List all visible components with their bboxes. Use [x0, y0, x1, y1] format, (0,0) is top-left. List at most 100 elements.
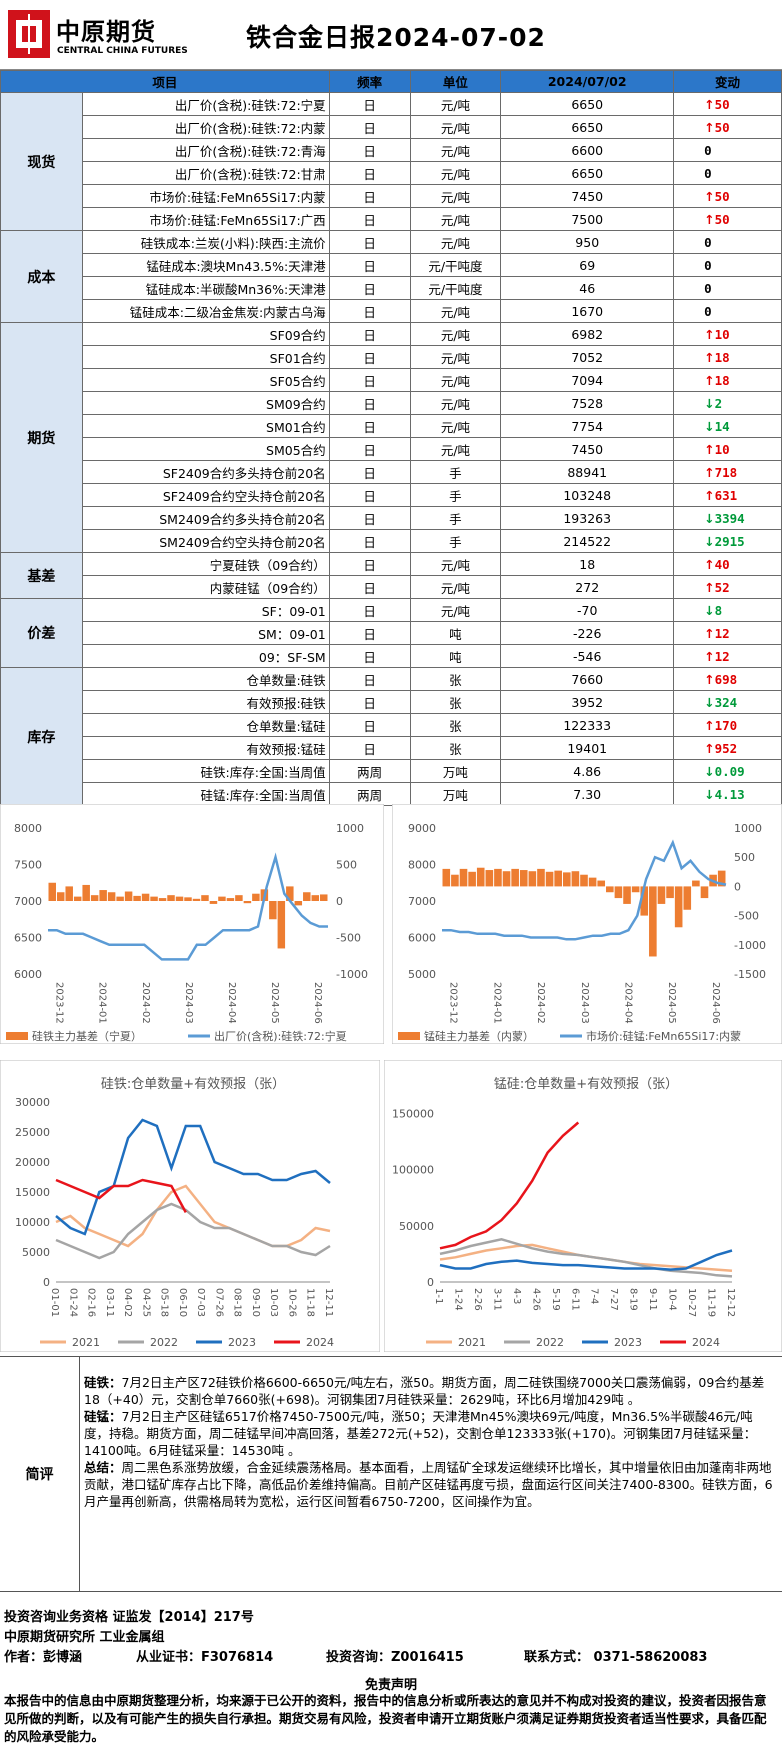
table-row: SF2409合约空头持仓前20名日手 103248 ↑631	[1, 483, 782, 507]
frequency-cell: 日	[328, 575, 411, 599]
y-tick-label: 150000	[392, 1107, 434, 1120]
change-cell: ↓2	[673, 391, 782, 415]
change-cell: ↑50	[673, 207, 782, 231]
commentary-paragraph: 硅铁：7月2日主产区72硅铁价格6600-6650元/吨左右，涨50。期货方面，…	[84, 1374, 776, 1408]
contact-phone: 联系方式： 0371-58620083	[524, 1650, 708, 1665]
unit-cell: 吨	[409, 644, 502, 668]
legend-label: 2022	[536, 1336, 564, 1349]
price-line	[442, 839, 727, 941]
change-value: 52	[714, 579, 730, 595]
category-cell: 现货	[0, 92, 83, 231]
unit-cell: 元/吨	[409, 391, 502, 415]
x-tick-label: 02-16	[86, 1288, 97, 1317]
unit-cell: 元/吨	[409, 368, 502, 392]
commentary-paragraph: 硅锰：7月2日主产区硅锰6517价格7450-7500元/吨，涨50；天津港Mn…	[84, 1408, 776, 1459]
x-tick-label: 1-1	[433, 1288, 444, 1304]
item-name: 锰硅成本:二级冶金焦炭:内蒙古乌海	[81, 299, 330, 323]
table-row: 硅锰:库存:全国:当周值 两周 万吨 7.30 ↓4.13	[1, 782, 782, 806]
item-name: 09：SF-SM	[81, 644, 330, 668]
unit-cell: 张	[409, 736, 502, 760]
x-tick-label: 04-25	[140, 1288, 151, 1317]
change-value: 952	[714, 740, 738, 756]
arrow-up-icon: ↑	[704, 671, 715, 687]
change-value: 10	[714, 441, 730, 457]
table-row: 市场价:硅锰:FeMn65Si17:内蒙日元/吨 7450 ↑50	[1, 184, 782, 208]
table-row: SM：09-01 日吨 -226 ↑12	[1, 621, 782, 645]
frequency-cell: 日	[328, 690, 411, 714]
value-cell: 6650	[500, 115, 675, 139]
item-name: SF：09-01	[81, 598, 330, 622]
basis-bar	[631, 886, 640, 893]
change-value: 50	[714, 119, 730, 135]
item-name: 宁夏硅铁（09合约）	[81, 552, 330, 576]
x-tick-label: 12-12	[725, 1288, 736, 1317]
commentary-text: 周二黑色系涨势放缓，合金延续震荡格局。基本面看，上周锰矿全球发运继续环比增长，其…	[84, 1460, 773, 1509]
consult-number: 投资咨询：Z0016415	[326, 1650, 464, 1665]
y-tick-label: 0	[43, 1276, 50, 1289]
table-row: 价差 SF：09-01 日元/吨 -70 ↓8	[0, 598, 782, 668]
item-name: 硅锰:库存:全国:当周值	[81, 782, 330, 806]
x-tick-label: 2024-03	[579, 982, 590, 1024]
unit-cell: 万吨	[409, 782, 502, 806]
unit-cell: 元/干吨度	[409, 276, 502, 300]
y-tick-label: 8000	[14, 822, 42, 835]
x-tick-label: 07-03	[195, 1288, 206, 1317]
basis-bar	[158, 898, 167, 901]
x-tick-label: 11-19	[706, 1288, 717, 1317]
value-cell: -70	[500, 598, 675, 622]
table-body: 现货 出厂价(含税):硅铁:72:宁夏日元/吨 6650 ↑50 出厂价(含税):硅铁:…	[0, 92, 782, 806]
item-name: 有效预报:锰硅	[81, 736, 330, 760]
commentary-head: 硅锰：	[84, 1409, 122, 1424]
chart-frame	[384, 1060, 782, 1352]
table-row: 库存 仓单数量:硅铁日张 7660 ↑698	[0, 667, 782, 806]
basis-bar	[65, 886, 73, 901]
series-line-2024	[55, 1178, 187, 1213]
basis-bar	[90, 895, 99, 901]
basis-bar	[235, 895, 243, 901]
x-tick-label: 4-3	[511, 1288, 522, 1304]
basis-bar	[226, 898, 235, 901]
unit-cell: 元/吨	[409, 322, 502, 346]
frequency-cell: 日	[328, 644, 411, 668]
value-cell: 7450	[500, 437, 675, 461]
logo-text-cn: 中原期货	[56, 18, 156, 46]
change-value: 2915	[714, 533, 745, 549]
basis-bar	[243, 901, 252, 904]
frequency-cell: 日	[328, 391, 411, 415]
x-tick-label: 2-26	[472, 1288, 483, 1311]
basis-bar	[597, 880, 606, 887]
frequency-cell: 日	[328, 138, 411, 162]
value-cell: 193263	[500, 506, 675, 530]
value-cell: 6982	[500, 322, 675, 346]
frequency-cell: 日	[328, 667, 411, 691]
basis-bar	[700, 886, 709, 899]
table-row: 09：SF-SM 日吨 -546 ↑12	[1, 644, 782, 668]
value-cell: 1670	[500, 299, 675, 323]
y-tick-label: 7000	[408, 895, 436, 908]
basis-bar	[141, 893, 150, 901]
legend-label: 2023	[614, 1336, 642, 1349]
change-value: 8	[714, 602, 723, 618]
change-value: 0	[704, 234, 712, 250]
license-line: 投资咨询业务资格 证监发【2014】217号	[4, 1610, 254, 1625]
basis-bar	[623, 886, 631, 904]
frequency-cell: 日	[328, 736, 411, 760]
commentary-body: 硅铁：7月2日主产区72硅铁价格6600-6650元/吨左右，涨50。期货方面，…	[84, 1374, 776, 1510]
y2-tick-label: -1000	[336, 968, 368, 981]
basis-bar	[209, 901, 218, 904]
basis-bar	[674, 886, 683, 928]
x-tick-label: 2023-12	[54, 982, 65, 1024]
arrow-up-icon: ↑	[704, 326, 715, 342]
basis-bar	[511, 868, 519, 887]
chart-frame	[0, 804, 384, 1044]
basis-bar	[468, 871, 476, 887]
chart-title: 硅铁:仓单数量+有效预报（张）	[101, 1077, 285, 1092]
unit-cell: 元/吨	[409, 345, 502, 369]
basis-bar	[201, 895, 209, 901]
x-tick-label: 04-02	[122, 1288, 133, 1317]
unit-cell: 元/吨	[409, 414, 502, 438]
x-tick-label: 03-11	[104, 1288, 115, 1317]
y-tick-label: 8000	[408, 859, 436, 872]
change-cell: ↑50	[673, 184, 782, 208]
value-cell: 7660	[500, 667, 675, 691]
